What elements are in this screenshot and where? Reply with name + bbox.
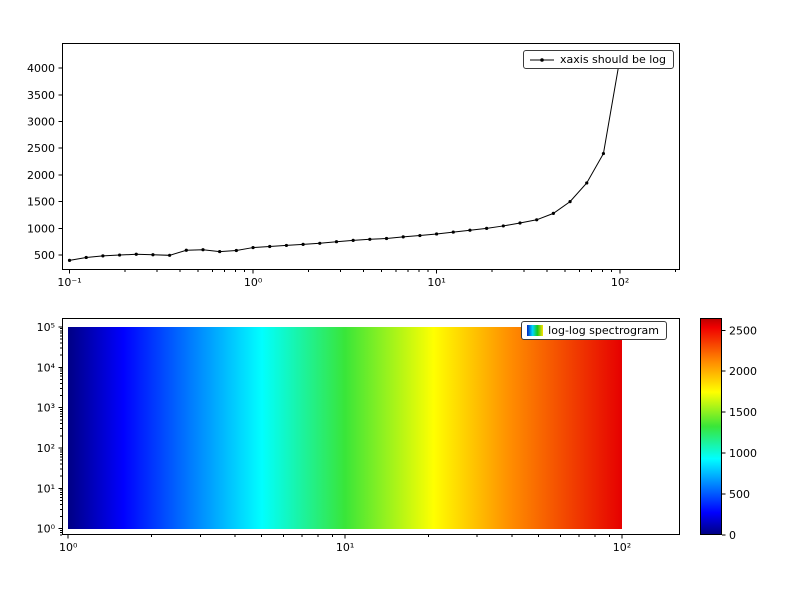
data-marker	[368, 237, 372, 241]
legend-line-plot: xaxis should be log	[523, 50, 674, 69]
data-marker	[451, 230, 455, 234]
y-tick-label: 1000	[27, 222, 55, 235]
y-tick-label: 10¹	[37, 482, 55, 495]
y-tick-label: 10⁰	[37, 523, 56, 536]
data-marker	[535, 218, 539, 222]
y-tick-label: 10⁴	[37, 361, 56, 374]
data-marker	[468, 228, 472, 232]
y-tick-label: 2000	[27, 169, 55, 182]
data-marker	[234, 248, 238, 253]
data-marker	[585, 181, 589, 185]
colorbar-tick-label: 0	[729, 529, 736, 542]
legend-label-spectrogram: log-log spectrogram	[548, 324, 659, 337]
data-marker	[301, 242, 305, 246]
data-marker	[518, 221, 522, 225]
colorbar-tick-label: 2500	[729, 324, 757, 337]
x-tick-label: 10⁰	[59, 541, 78, 554]
y-tick-label: 10³	[37, 402, 55, 415]
legend-spectrogram: log-log spectrogram	[521, 321, 667, 340]
data-marker	[601, 151, 606, 156]
colorbar-tick-label: 1500	[729, 406, 757, 419]
data-marker	[151, 253, 155, 257]
data-marker	[401, 235, 405, 239]
spectrogram-swatch-icon	[527, 325, 544, 336]
colorbar-tick-label: 1000	[729, 447, 757, 460]
data-marker	[134, 252, 138, 256]
data-marker	[334, 240, 339, 244]
colorbar-tick-label: 2000	[729, 365, 757, 378]
data-marker	[84, 255, 88, 260]
x-tick-label: 10⁻¹	[57, 276, 81, 289]
data-marker	[418, 233, 422, 238]
line-marker-icon	[530, 57, 554, 62]
colorbar	[700, 318, 722, 535]
data-marker	[318, 241, 322, 245]
colorbar-tick-label: 500	[729, 488, 750, 501]
axes-frame	[62, 318, 680, 535]
spectrogram-image	[68, 326, 622, 529]
data-marker	[168, 253, 172, 257]
y-tick-label: 4000	[27, 62, 55, 75]
data-marker	[351, 238, 355, 242]
y-tick-label: 3500	[27, 89, 55, 102]
data-marker	[218, 249, 222, 254]
y-tick-label: 10²	[37, 442, 55, 455]
data-marker	[485, 226, 489, 230]
x-tick-label: 10¹	[427, 276, 445, 289]
data-marker	[101, 254, 105, 258]
y-tick-label: 3000	[27, 116, 55, 129]
x-tick-label: 10²	[611, 276, 629, 289]
x-tick-label: 10¹	[336, 541, 354, 554]
y-tick-label: 2500	[27, 142, 55, 155]
data-marker	[184, 248, 188, 252]
x-tick-label: 10²	[613, 541, 631, 554]
data-marker	[251, 245, 255, 250]
data-marker	[284, 243, 289, 248]
data-marker	[268, 244, 272, 249]
data-marker	[201, 248, 205, 252]
data-marker	[551, 211, 555, 215]
legend-label-line: xaxis should be log	[560, 53, 666, 66]
axes-frame	[62, 43, 680, 270]
y-tick-label: 10⁵	[37, 321, 55, 334]
data-marker	[117, 253, 122, 257]
y-tick-label: 500	[34, 249, 55, 262]
data-marker	[568, 200, 572, 204]
y-tick-label: 1500	[27, 196, 55, 209]
x-tick-label: 10⁰	[244, 276, 263, 289]
data-marker	[67, 258, 72, 262]
data-marker	[434, 232, 439, 236]
data-line	[69, 57, 621, 261]
data-marker	[384, 236, 389, 241]
data-marker	[501, 224, 505, 228]
